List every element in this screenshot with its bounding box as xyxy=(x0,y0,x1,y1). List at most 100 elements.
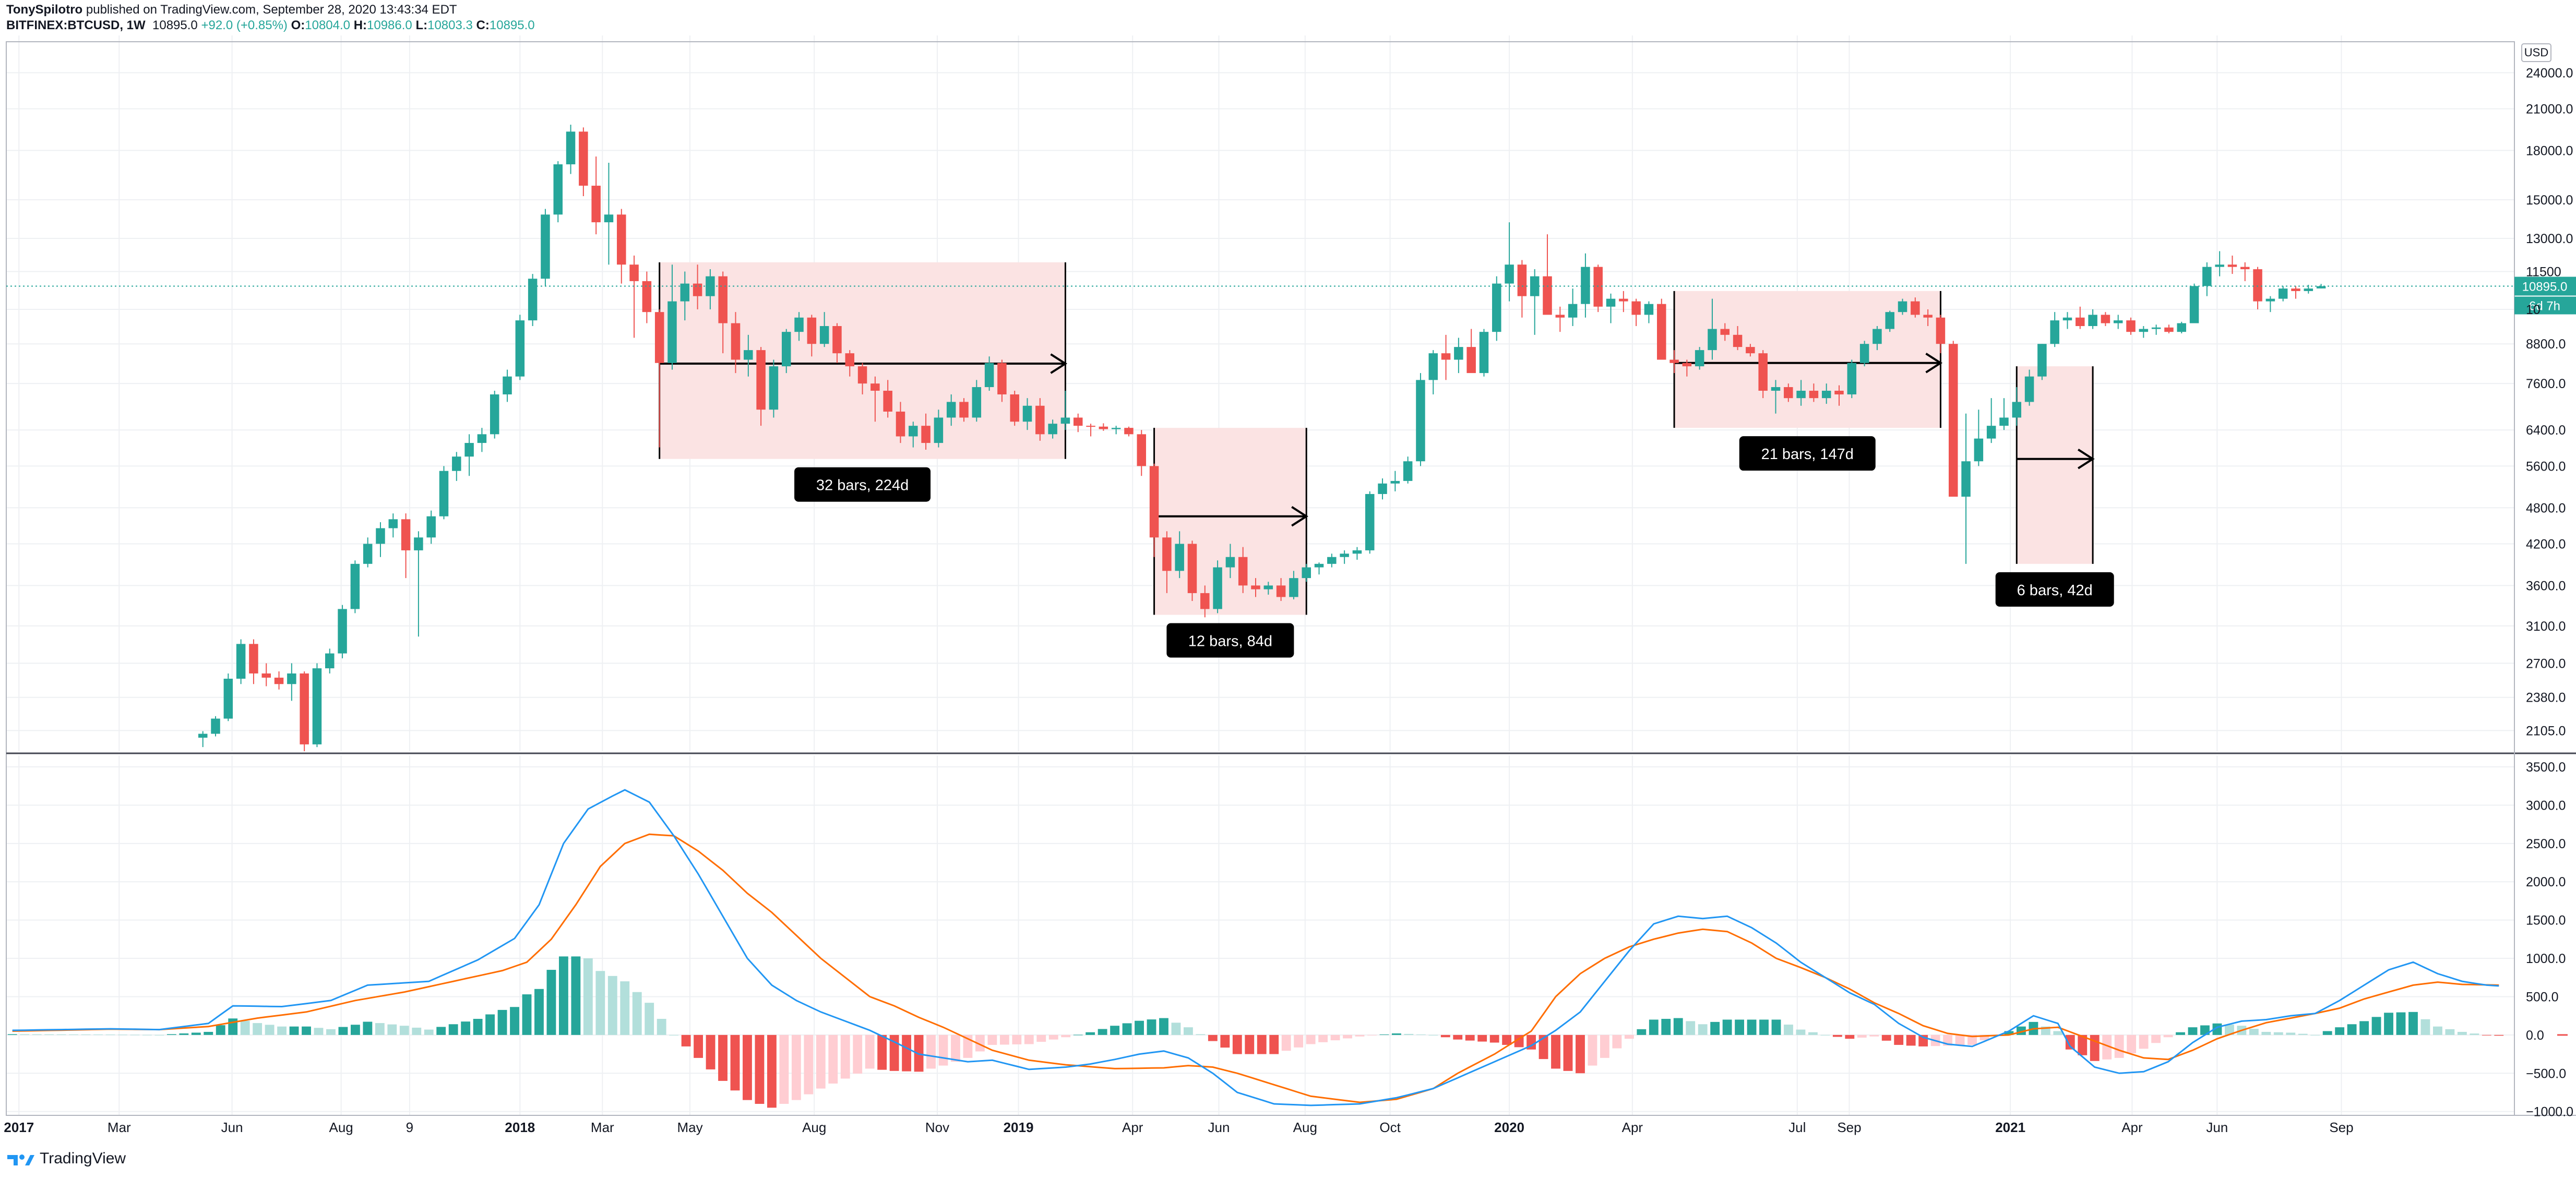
candle-body xyxy=(1821,390,1831,399)
macd-histogram-bar xyxy=(118,1034,127,1036)
macd-tick-label: 500.0 xyxy=(2526,990,2559,1004)
candle-body xyxy=(845,353,855,367)
macd-histogram-bar xyxy=(1110,1026,1120,1035)
high-value: 10986.0 xyxy=(367,18,412,32)
macd-histogram xyxy=(7,956,2504,1108)
candle-body xyxy=(1517,264,1527,296)
candle-body xyxy=(1543,276,1552,315)
candle xyxy=(845,350,855,377)
candle xyxy=(2304,284,2313,294)
candle xyxy=(1314,562,1324,575)
price-tick-label: 10 xyxy=(2526,303,2541,317)
price-tick-label: 15000.0 xyxy=(2526,193,2573,208)
macd-histogram-bar xyxy=(1098,1029,1107,1035)
tradingview-brand[interactable]: TradingView xyxy=(6,1150,126,1168)
macd-histogram-bar xyxy=(1367,1034,1377,1036)
candle-body xyxy=(1796,390,1806,399)
candle-body xyxy=(1784,387,1793,399)
price-tick-label: 24000.0 xyxy=(2526,66,2573,80)
candle-body xyxy=(1771,387,1781,391)
candle xyxy=(1124,426,1134,437)
candle-body xyxy=(1466,347,1476,374)
candle xyxy=(2126,317,2136,335)
candle-body xyxy=(350,563,360,609)
candle xyxy=(1454,338,1463,374)
candle-body xyxy=(667,301,677,363)
macd-histogram-bar xyxy=(632,992,642,1035)
candle xyxy=(997,359,1007,402)
macd-histogram-bar xyxy=(1796,1029,1806,1035)
time-tick-label: Aug xyxy=(802,1120,826,1135)
candle xyxy=(1758,350,1768,399)
candle-body xyxy=(1352,550,1362,554)
macd-tick-label: −1000.0 xyxy=(2526,1105,2573,1120)
candle xyxy=(1821,383,1831,404)
candle-body xyxy=(1568,304,1578,318)
macd-histogram-bar xyxy=(2347,1024,2357,1035)
macd-histogram-bar xyxy=(412,1027,422,1035)
candle xyxy=(2316,284,2326,288)
candle-body xyxy=(249,644,258,673)
candle-body xyxy=(693,283,702,296)
candle xyxy=(1961,413,1971,564)
candle-body xyxy=(223,679,233,719)
candle xyxy=(236,639,246,684)
macd-histogram-bar xyxy=(1306,1034,1316,1044)
price-tick-label: 3600.0 xyxy=(2526,579,2566,593)
candle-body xyxy=(2240,267,2250,270)
macd-histogram-bar xyxy=(828,1034,838,1084)
candle-body xyxy=(401,519,411,550)
candle xyxy=(287,663,296,701)
macd-histogram-bar xyxy=(1735,1019,1745,1035)
candle-body xyxy=(870,383,880,391)
candle xyxy=(1568,288,1578,327)
macd-histogram-bar xyxy=(999,1034,1009,1045)
candle xyxy=(972,380,982,422)
candle xyxy=(414,531,423,637)
candle-body xyxy=(1035,405,1045,435)
macd-histogram-bar xyxy=(2396,1012,2406,1035)
macd-histogram-bar xyxy=(1857,1034,1867,1038)
macd-histogram-bar xyxy=(1232,1034,1242,1054)
candle xyxy=(1378,478,1387,500)
macd-histogram-bar xyxy=(375,1023,385,1035)
candle xyxy=(1606,293,1616,323)
candle xyxy=(781,329,791,374)
candle-body xyxy=(1873,329,1882,344)
candle xyxy=(756,347,766,426)
macd-histogram-bar xyxy=(497,1009,507,1035)
macd-histogram-bar xyxy=(2139,1034,2149,1049)
candle-body xyxy=(1302,567,1311,579)
macd-histogram-bar xyxy=(105,1034,115,1036)
candle-body xyxy=(1225,557,1235,568)
candle xyxy=(2088,309,2097,329)
macd-histogram-bar xyxy=(338,1027,348,1035)
candle xyxy=(1859,341,1869,367)
candle xyxy=(198,731,208,748)
candle xyxy=(1923,309,1933,327)
macd-histogram-bar xyxy=(461,1021,471,1035)
macd-histogram-bar xyxy=(1416,1034,1426,1035)
macd-tick-label: 0.0 xyxy=(2526,1028,2544,1043)
macd-histogram-bar xyxy=(2249,1029,2259,1035)
macd-histogram-bar xyxy=(1600,1034,1609,1058)
candle xyxy=(629,255,639,338)
price-tick-label: 7600.0 xyxy=(2526,377,2566,391)
time-tick-label: Apr xyxy=(2121,1120,2143,1135)
candle xyxy=(2253,267,2262,309)
candle xyxy=(325,648,335,673)
candle-body xyxy=(312,668,322,744)
candle-body xyxy=(1923,315,1933,318)
candle xyxy=(1251,578,1260,597)
time-tick-label: Nov xyxy=(925,1120,949,1135)
candle-body xyxy=(2316,286,2326,288)
macd-histogram-bar xyxy=(1073,1034,1083,1036)
macd-histogram-bar xyxy=(1539,1034,1548,1060)
macd-histogram-bar xyxy=(1869,1034,1879,1037)
macd-histogram-bar xyxy=(1502,1034,1512,1045)
candle-body xyxy=(2189,286,2199,323)
candle xyxy=(1581,253,1590,318)
candle xyxy=(1035,398,1045,441)
currency-label: USD xyxy=(2524,46,2548,59)
